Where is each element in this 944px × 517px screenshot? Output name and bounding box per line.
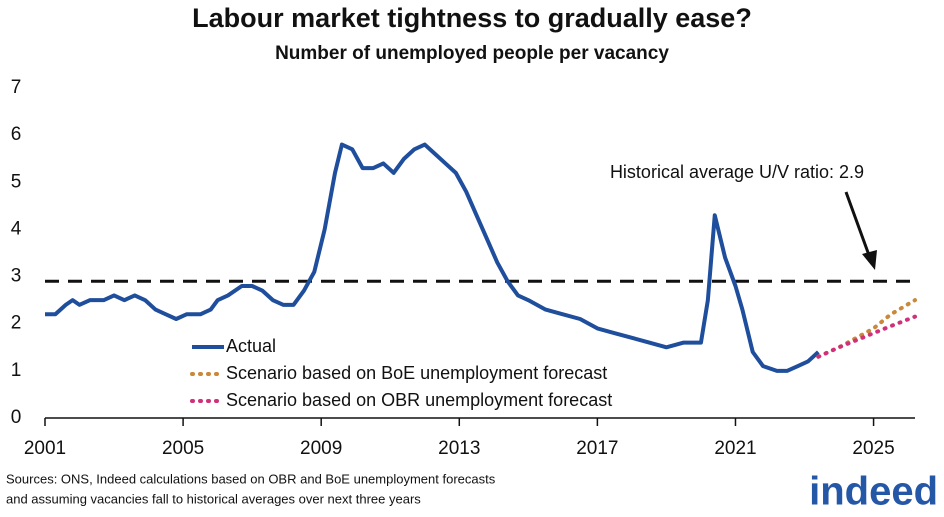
y-tick-label: 2 xyxy=(11,313,22,334)
legend-label: Scenario based on BoE unemployment forec… xyxy=(226,363,607,383)
y-tick-label: 7 xyxy=(11,77,22,98)
y-tick-label: 3 xyxy=(11,266,22,287)
x-tick-label: 2005 xyxy=(162,438,204,459)
x-tick-label: 2025 xyxy=(852,438,894,459)
x-tick-label: 2013 xyxy=(438,438,480,459)
y-tick-label: 0 xyxy=(11,407,22,428)
x-tick-label: 2001 xyxy=(24,438,66,459)
x-tick-label: 2009 xyxy=(300,438,342,459)
y-tick-label: 4 xyxy=(11,218,22,239)
x-tick-label: 2021 xyxy=(714,438,756,459)
series-line xyxy=(816,314,917,359)
annotation: Historical average U/V ratio: 2.9 xyxy=(610,162,864,182)
y-tick-label: 5 xyxy=(11,171,22,192)
source-text: Sources: ONS, Indeed calculations based … xyxy=(6,471,496,486)
chart-title: Labour market tightness to gradually eas… xyxy=(192,3,752,33)
y-tick-label: 1 xyxy=(11,360,22,381)
annotation-arrow xyxy=(844,191,877,270)
series-line xyxy=(45,142,820,373)
legend-label: Scenario based on OBR unemployment forec… xyxy=(226,390,612,410)
logo: indeed xyxy=(809,470,938,514)
y-tick-label: 6 xyxy=(11,124,22,145)
legend-label: Actual xyxy=(226,336,276,356)
x-tick-label: 2017 xyxy=(576,438,618,459)
chart-subtitle: Number of unemployed people per vacancy xyxy=(275,43,669,64)
source-text: and assuming vacancies fall to historica… xyxy=(6,491,421,506)
